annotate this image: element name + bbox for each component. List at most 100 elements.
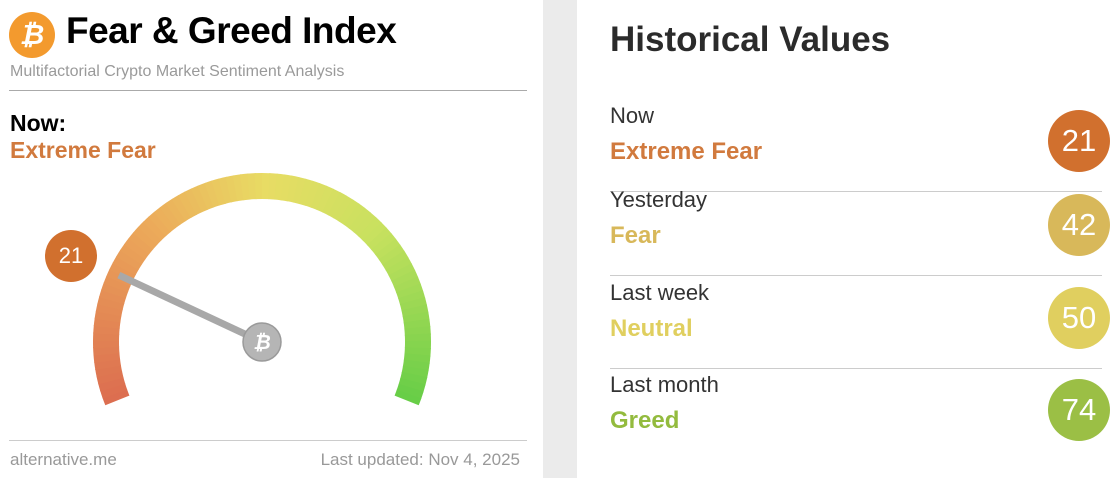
last-updated: Last updated: Nov 4, 2025	[320, 450, 520, 469]
row-label: Now	[610, 103, 655, 128]
row-classification: Extreme Fear	[610, 138, 763, 165]
now-label: Now:	[10, 110, 67, 136]
gauge-arc-segment	[394, 389, 422, 406]
gauge-arc-segment	[119, 243, 146, 265]
gauge-arc-segment	[403, 318, 431, 330]
history-row-last-month: Last month Greed 74	[610, 369, 1110, 461]
gauge-arc-segment	[348, 207, 372, 233]
gauge-arc-segment	[401, 304, 429, 318]
history-row-last-week: Last week Neutral 50	[610, 277, 1110, 369]
gauge-arc-segment	[132, 226, 158, 250]
divider	[9, 90, 527, 91]
row-classification: Fear	[610, 222, 661, 249]
gauge-arc-segment	[97, 296, 125, 311]
gauge-arc-segment	[280, 174, 293, 202]
gauge-arc-segment	[98, 376, 126, 392]
gauge-arc-segment	[93, 352, 121, 363]
gauge-arc-segment	[93, 317, 121, 329]
fear-greed-panel: ₿ Fear & Greed Index Multifactorial Cryp…	[0, 0, 543, 478]
history-row-yesterday: Yesterday Fear 42	[610, 184, 1110, 276]
gauge-arc-segment	[367, 227, 392, 251]
gauge-arc-segment	[93, 325, 120, 335]
divider	[610, 368, 1102, 369]
row-value-circle: 50	[1048, 287, 1110, 349]
now-classification: Extreme Fear	[10, 137, 156, 163]
gauge-needle	[117, 271, 264, 346]
gauge-arc-segment	[95, 303, 123, 317]
gauge-arc-segment	[371, 232, 397, 256]
row-label: Yesterday	[610, 187, 708, 212]
row-classification: Greed	[610, 407, 680, 434]
gauge-arc-segment	[338, 199, 360, 226]
gauge-arc-segment	[128, 232, 154, 255]
gauge-arc-segment	[298, 178, 314, 206]
gauge-arc-segment	[116, 249, 143, 270]
gauge-arc-segment	[404, 326, 431, 336]
gauge-arc-segment	[393, 276, 421, 294]
divider	[9, 440, 527, 441]
gauge-arc-segment	[100, 382, 128, 399]
gauge-arc-segment	[396, 383, 424, 400]
historical-panel: Historical Values Now Extreme Fear 21 Ye…	[577, 0, 1116, 478]
gauge-arc-segment	[94, 310, 122, 323]
gauge-arc-segment	[396, 283, 424, 300]
history-row-now: Now Extreme Fear 21	[610, 100, 1110, 192]
row-label: Last week	[610, 280, 710, 305]
bitcoin-icon: ₿	[9, 12, 55, 58]
row-classification: Neutral	[610, 315, 693, 342]
site-link[interactable]: alternative.me	[10, 450, 117, 469]
gauge-arc-segment	[398, 290, 426, 306]
gauge-arc-segment	[402, 359, 430, 372]
gauge-arc-segment	[204, 180, 221, 208]
gauge-arc-segment	[322, 188, 341, 216]
gauge-arc-segment	[103, 275, 131, 293]
gauge-arc-segment	[292, 176, 307, 205]
gauge-arc-segment	[398, 377, 426, 393]
gauge-arc-segment	[378, 244, 405, 266]
separator	[543, 0, 577, 478]
gauge-arc-segment	[399, 297, 428, 312]
gauge-arc-segment	[218, 176, 233, 204]
gauge-arc-segment	[232, 174, 245, 202]
gauge-arc-segment	[333, 195, 354, 222]
row-value-circle: 74	[1048, 379, 1110, 441]
gauge-arc-segment	[391, 269, 419, 288]
gauge-arc-segment	[94, 358, 121, 371]
gauge-arc-segment	[211, 178, 227, 206]
gauge-arc	[93, 173, 431, 406]
gauge-arc-segment	[123, 237, 150, 260]
gauge-arc-segment	[401, 365, 429, 379]
gauge-arc-segment	[385, 256, 413, 277]
gauge-arc-segment	[375, 238, 401, 261]
gauge-arc-segment	[99, 289, 127, 305]
gauge-arc-segment	[95, 364, 123, 378]
gauge-arc-segment	[197, 182, 215, 210]
gauge-arc-segment	[353, 212, 377, 237]
gauge-arc-segment	[142, 216, 167, 241]
divider	[610, 275, 1102, 276]
gauge-arc-segment	[362, 222, 387, 246]
page-subtitle: Multifactorial Crypto Market Sentiment A…	[10, 63, 345, 80]
gauge-arc-segment	[286, 175, 300, 203]
gauge-arc-segment	[225, 175, 239, 203]
row-value-circle: 21	[1048, 110, 1110, 172]
gauge-arc-segment	[159, 202, 182, 229]
gauge-arc-segment	[400, 371, 428, 386]
gauge-arc-segment	[184, 188, 203, 216]
gauge-arc-segment	[165, 198, 187, 225]
row-label: Last month	[610, 372, 719, 397]
gauge-arc-segment	[190, 185, 209, 213]
value-badge: 21	[45, 230, 97, 282]
gauge-arc-segment	[316, 185, 335, 213]
gauge-arc-segment	[382, 250, 409, 271]
gauge-arc-segment	[274, 173, 286, 201]
gauge-arc-segment	[358, 217, 382, 242]
divider	[610, 191, 1102, 192]
row-value-circle: 42	[1048, 194, 1110, 256]
gauge-arc-segment	[148, 211, 172, 237]
gauge-arc-segment	[310, 183, 328, 211]
gauge-arc-segment	[402, 311, 430, 324]
bitcoin-glyph: ₿	[253, 332, 271, 354]
gauge-arc-segment	[388, 263, 416, 282]
gauge-arc-segment	[403, 353, 431, 364]
